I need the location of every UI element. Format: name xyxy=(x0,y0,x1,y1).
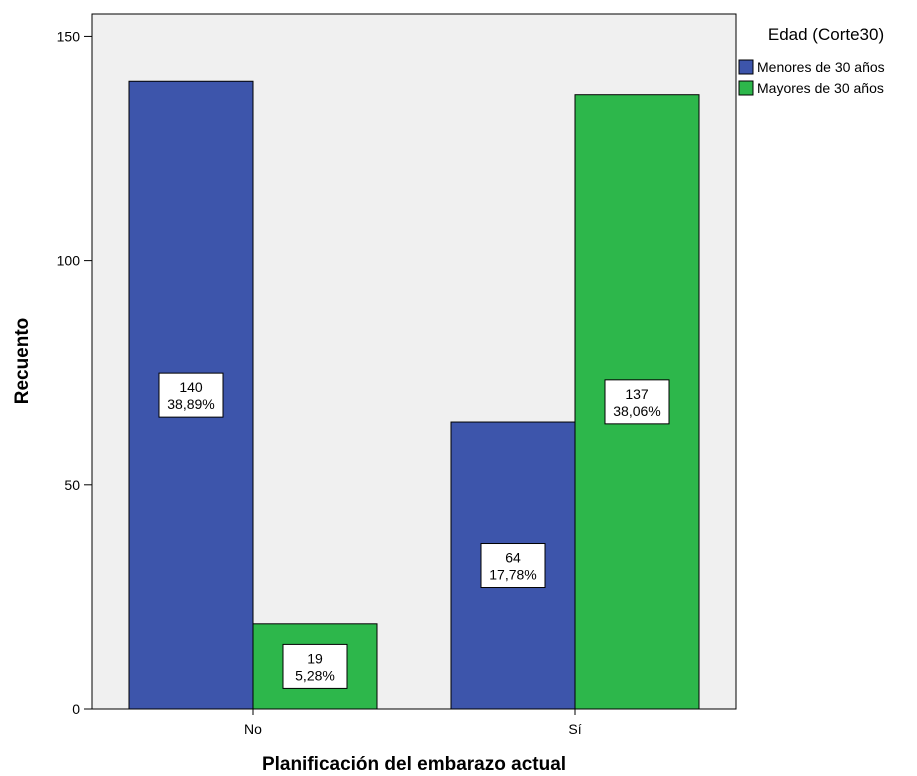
bar-count-label: 137 xyxy=(625,386,649,402)
bars-group xyxy=(128,80,700,710)
x-axis: No Sí xyxy=(92,708,736,737)
bar-count-label: 140 xyxy=(179,379,203,395)
legend-item-label: Mayores de 30 años xyxy=(757,80,884,96)
bar-count-label: 19 xyxy=(307,650,323,666)
bar-percent-label: 38,06% xyxy=(613,403,660,419)
legend-item-label: Menores de 30 años xyxy=(757,59,885,75)
y-tick-label: 0 xyxy=(72,701,80,717)
legend: Edad (Corte30) Menores de 30 años Mayores… xyxy=(738,25,885,96)
bar-percent-label: 5,28% xyxy=(295,667,335,683)
y-axis: 0 50 100 150 xyxy=(57,14,93,717)
legend-swatch xyxy=(738,80,754,96)
y-tick-label: 50 xyxy=(64,477,80,493)
bar-count-label: 64 xyxy=(505,550,521,566)
bar-label-box xyxy=(480,543,546,589)
bar-label-box xyxy=(282,643,348,689)
legend-title: Edad (Corte30) xyxy=(768,25,884,44)
y-tick-label: 100 xyxy=(57,253,81,269)
bar-label-box xyxy=(604,379,670,425)
bar-percent-label: 38,89% xyxy=(167,396,214,412)
x-axis-title: Planificación del embarazo actual xyxy=(262,754,566,775)
bar-label-box xyxy=(158,372,224,418)
x-tick-label: No xyxy=(244,721,262,737)
legend-swatch xyxy=(738,59,754,75)
x-tick-label: Sí xyxy=(568,721,581,737)
y-axis-title: Recuento xyxy=(12,318,33,405)
bar-percent-label: 17,78% xyxy=(489,567,536,583)
y-tick-label: 150 xyxy=(57,28,81,44)
